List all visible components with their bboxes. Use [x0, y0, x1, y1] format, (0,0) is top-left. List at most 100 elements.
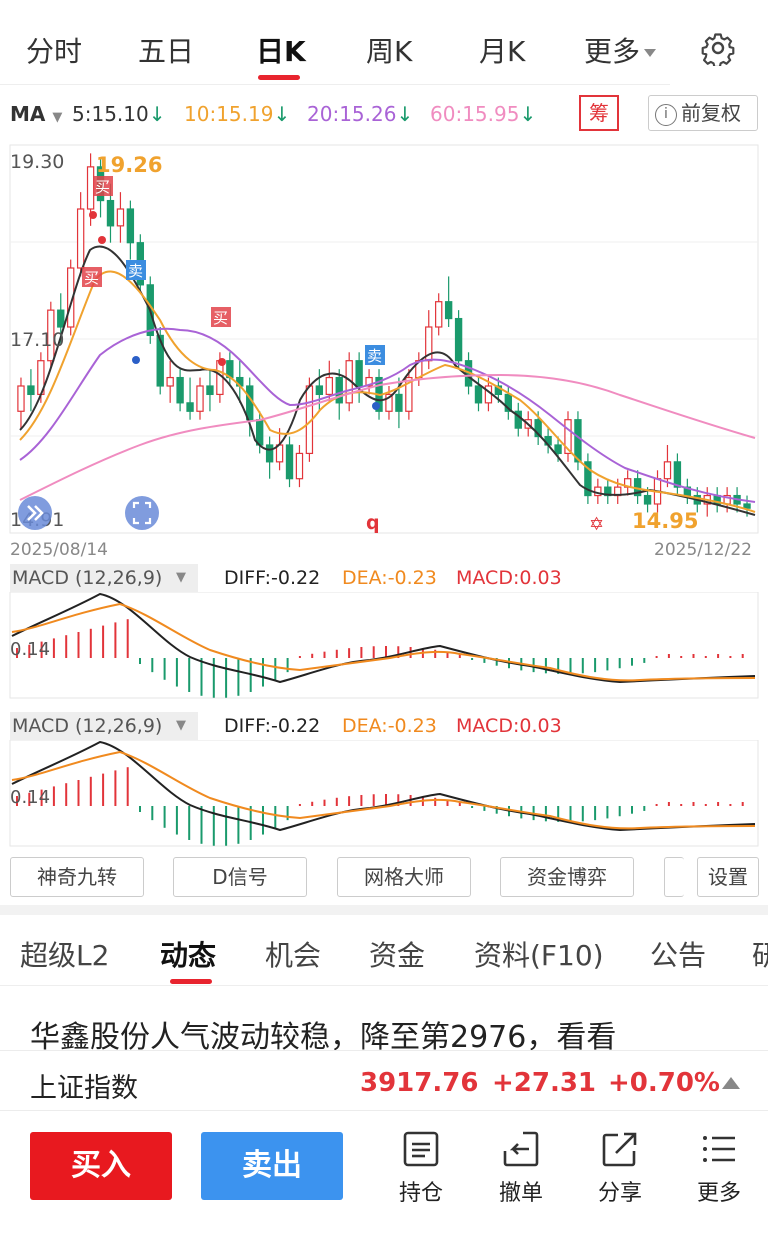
macd-selector[interactable]: MACD (12,26,9) ▼: [10, 564, 198, 592]
tab-fenshi[interactable]: 分时: [26, 35, 83, 68]
macd-bar: [397, 646, 400, 658]
tab-opportunity[interactable]: 机会: [265, 939, 322, 972]
macd-bar: [139, 658, 141, 664]
holdings-button[interactable]: 持仓: [386, 1129, 456, 1207]
candle-body: [514, 410, 522, 429]
macd-bar: [741, 802, 744, 806]
candle-body: [17, 385, 25, 412]
macd-bar: [434, 649, 437, 658]
sell-button[interactable]: 卖出: [201, 1132, 343, 1200]
macd-bar: [655, 804, 658, 806]
tab-wuri[interactable]: 五日: [138, 35, 195, 68]
ma-label: MA: [10, 102, 46, 126]
macd-bar: [286, 806, 289, 821]
macd-bar: [40, 641, 43, 658]
fuquan-button[interactable]: i 前复权: [648, 95, 758, 131]
document-icon: [403, 1131, 439, 1167]
indicator-settings-button[interactable]: 设置: [697, 857, 759, 897]
indicator-button-dsignal[interactable]: D信号: [173, 857, 307, 897]
tab-more[interactable]: 更多: [584, 30, 657, 70]
macd-bar: [163, 658, 166, 680]
tab-more-label: 更多: [584, 35, 641, 68]
chevron-down-icon: ▼: [176, 570, 186, 585]
macd-chart[interactable]: 0.14: [0, 739, 768, 854]
candle-body: [504, 393, 513, 412]
tab-capital[interactable]: 资金: [369, 939, 426, 972]
tab-super-l2[interactable]: 超级L2: [20, 939, 110, 972]
tab-research[interactable]: 研: [752, 939, 768, 972]
share-button[interactable]: 分享: [585, 1129, 655, 1207]
macd-chart[interactable]: 0.14: [0, 591, 768, 706]
period-tabs: 分时 五日 日K 周K 月K 更多: [0, 14, 768, 82]
macd-bar: [692, 654, 695, 658]
down-arrow-icon: ↓: [519, 102, 537, 126]
candle-body: [574, 419, 582, 463]
kline-chart[interactable]: 19.30 17.10 14.91 19.26 14.95 买 买 卖 买 卖: [0, 140, 768, 544]
index-ticker-bar[interactable]: 上证指数 3917.76 +27.31 +0.70%: [0, 1050, 768, 1110]
macd-bar: [200, 658, 203, 696]
candle-body: [584, 461, 592, 497]
macd-bar: [704, 656, 707, 658]
macd-bar: [557, 658, 560, 674]
macd-bar: [631, 806, 633, 814]
index-value: 3917.76: [360, 1068, 479, 1098]
tab-daily-k[interactable]: 日K: [256, 35, 306, 68]
macd-bar: [348, 648, 351, 658]
fullscreen-icon[interactable]: [125, 496, 159, 530]
expand-up-icon[interactable]: [722, 1077, 740, 1089]
signal-dot: [372, 402, 380, 410]
macd-bar: [163, 806, 166, 828]
candle-body: [156, 334, 164, 387]
macd-bar: [643, 806, 646, 811]
indicator-button-capital[interactable]: 资金博弈: [500, 857, 634, 897]
buy-signal: 买: [82, 267, 102, 287]
candle-body: [246, 385, 254, 421]
macd-bar: [655, 656, 658, 658]
tab-dynamic[interactable]: 动态: [160, 939, 217, 972]
macd-bar: [717, 654, 720, 658]
indicator-button-grid[interactable]: 网格大师: [337, 857, 471, 897]
macd-bar: [471, 658, 474, 660]
macd-selector[interactable]: MACD (12,26,9) ▼: [10, 712, 198, 740]
macd-bar: [286, 658, 289, 673]
svg-text:卖: 卖: [128, 262, 143, 280]
macd-bar: [126, 619, 129, 658]
candle-body: [534, 419, 542, 438]
tab-announcement[interactable]: 公告: [650, 939, 707, 972]
tab-weekly-k[interactable]: 周K: [366, 35, 413, 68]
chip-distribution-button[interactable]: 筹: [579, 95, 619, 131]
trade-action-bar: 买入 卖出 持仓 撤单 分享 更多: [0, 1110, 768, 1236]
ma-selector[interactable]: MA ▼: [10, 102, 62, 126]
indicator-button-jiuzhuan[interactable]: 神奇九转: [10, 857, 144, 897]
indicator-button-overflow[interactable]: [664, 857, 684, 897]
sell-signal: 卖: [365, 345, 385, 365]
down-arrow-icon: ↓: [396, 102, 414, 126]
macd-bar: [274, 806, 277, 828]
price-axis-mid: 17.10: [10, 329, 64, 351]
candle-body: [255, 419, 264, 446]
news-headline[interactable]: 华鑫股份人气波动较稳，降至第2976，看看: [30, 1020, 617, 1055]
signal-dot: [98, 236, 106, 244]
macd-bar: [544, 806, 547, 822]
macd-bar: [77, 632, 80, 658]
macd-bar: [360, 794, 363, 806]
macd-bar: [667, 654, 670, 658]
candle-body: [564, 419, 572, 455]
cancel-order-button[interactable]: 撤单: [486, 1129, 556, 1207]
macd-bar: [262, 658, 264, 687]
candle-body: [295, 452, 304, 480]
ma-legend: MA ▼ 5:15.10↓ 10:15.19↓ 20:15.26↓ 60:15.…: [0, 100, 768, 130]
tab-f10[interactable]: 资料(F10): [474, 939, 604, 972]
signal-dot: [89, 211, 97, 219]
settings-gear-icon[interactable]: [700, 30, 736, 68]
more-button[interactable]: 更多: [684, 1129, 754, 1207]
divider: [0, 84, 670, 85]
high-price-label: 19.26: [96, 153, 162, 177]
candle-body: [76, 208, 85, 269]
buy-button[interactable]: 买入: [30, 1132, 172, 1200]
macd-axis-label: 0.14: [10, 787, 50, 808]
macd-bar: [335, 797, 338, 806]
collapse-double-chevron-icon[interactable]: [18, 496, 52, 530]
tab-monthly-k[interactable]: 月K: [479, 35, 526, 68]
macd-dea: DEA:-0.23: [342, 567, 437, 589]
